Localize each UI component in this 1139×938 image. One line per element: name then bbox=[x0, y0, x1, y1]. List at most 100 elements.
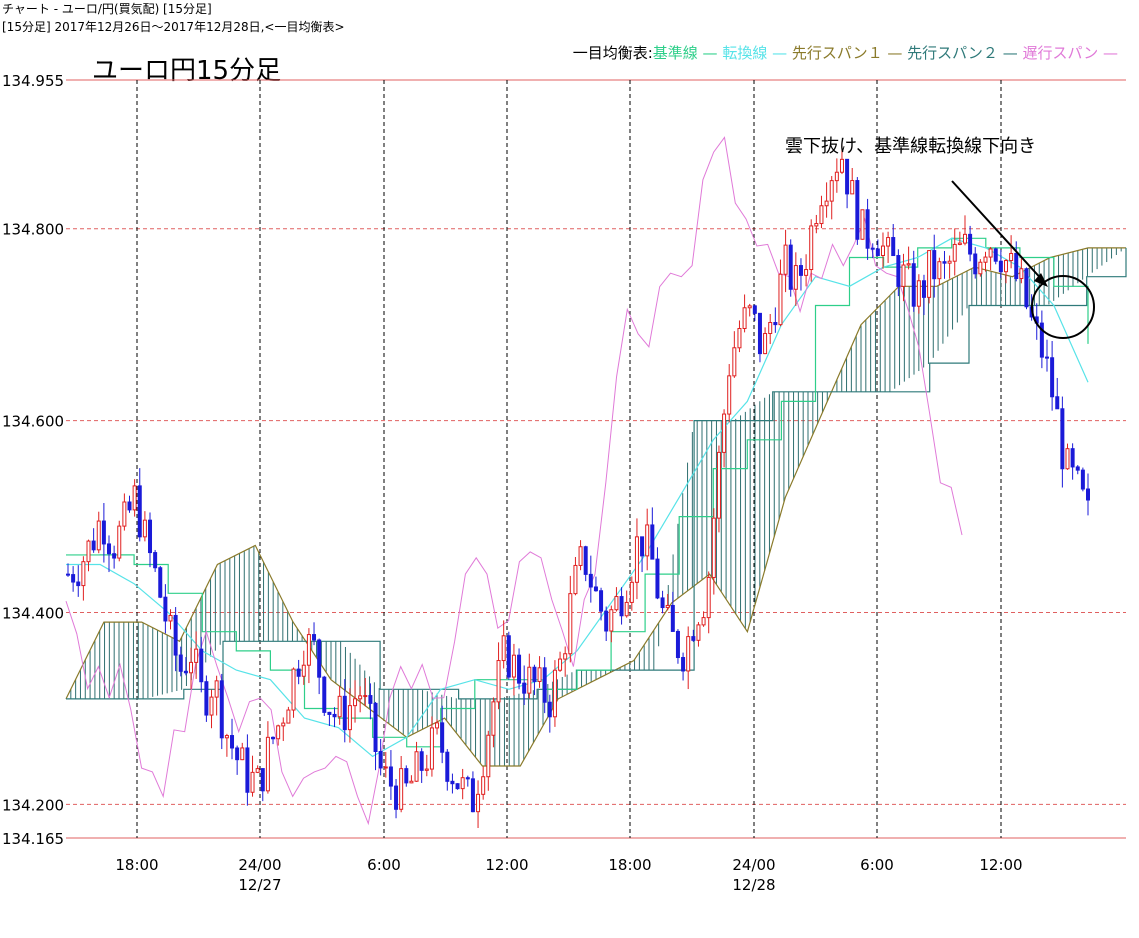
candle-body bbox=[173, 614, 178, 656]
axis-labels: 134.955 134.800 134.600 134.400 134.200 134.1… bbox=[2, 72, 1023, 894]
candle-body bbox=[578, 546, 583, 566]
candle-body bbox=[460, 777, 465, 790]
candle-body bbox=[424, 768, 429, 771]
chart-title: ユーロ円15分足 bbox=[92, 56, 282, 86]
candle-body bbox=[230, 735, 235, 749]
candle-body bbox=[383, 766, 388, 769]
candle-body bbox=[788, 244, 793, 290]
candle-body bbox=[716, 451, 721, 519]
candle-body bbox=[219, 680, 224, 739]
legend: 一目均衡表:基準線 — 転換線 — 先行スパン１ — 先行スパン２ — 遅行スパ… bbox=[573, 44, 1118, 62]
candle-body bbox=[737, 328, 742, 349]
candle-body bbox=[747, 305, 752, 309]
candle-body bbox=[388, 766, 393, 787]
candle-body bbox=[66, 573, 70, 576]
candle-body bbox=[1009, 252, 1014, 262]
candle-body bbox=[957, 242, 962, 245]
candle-body bbox=[286, 709, 291, 724]
candle-body bbox=[686, 636, 691, 672]
candle-body bbox=[993, 248, 998, 262]
candle-body bbox=[117, 525, 122, 559]
candle-body bbox=[1014, 252, 1019, 280]
candle-body bbox=[542, 667, 547, 703]
candle-body bbox=[224, 735, 229, 739]
candle-body bbox=[107, 543, 112, 555]
candle-body bbox=[1044, 356, 1049, 359]
candle-body bbox=[722, 413, 727, 453]
candle-body bbox=[645, 524, 650, 557]
candle-body bbox=[317, 639, 322, 678]
candle-body bbox=[583, 546, 588, 575]
candle-body bbox=[804, 269, 809, 276]
x-tick-label: 24/00 bbox=[732, 856, 775, 874]
candle-body bbox=[465, 777, 470, 780]
legend-entry: 基準線 — bbox=[653, 44, 723, 62]
candle-body bbox=[660, 597, 665, 609]
chart-subtitle: [15分足] 2017年12月26日～2017年12月28日,<一目均衡表> bbox=[2, 20, 345, 34]
candle-body bbox=[399, 768, 404, 810]
candle-body bbox=[711, 517, 716, 578]
senkou-span-1-line bbox=[65, 247, 1126, 767]
candle-body bbox=[260, 768, 265, 792]
x-tick-sublabel: 12/28 bbox=[732, 876, 775, 894]
candle-body bbox=[691, 636, 696, 641]
candle-body bbox=[1019, 268, 1024, 280]
y-tick-label: 134.600 bbox=[2, 413, 64, 431]
candle-body bbox=[865, 209, 870, 249]
window-title: チャート - ユーロ/円(買気配) [15分足] bbox=[2, 2, 212, 16]
candle-body bbox=[527, 666, 532, 694]
candle-body bbox=[896, 255, 901, 287]
candle-body bbox=[886, 237, 891, 247]
candle-body bbox=[476, 793, 481, 813]
candle-body bbox=[378, 750, 383, 769]
candle-body bbox=[291, 668, 296, 711]
candle-body bbox=[445, 751, 450, 782]
candle-body bbox=[968, 233, 973, 255]
candle-body bbox=[1024, 268, 1029, 308]
candle-body bbox=[978, 261, 983, 275]
candle-body bbox=[1055, 396, 1060, 410]
annotation-arrowhead bbox=[1034, 273, 1048, 287]
candlesticks bbox=[66, 143, 1090, 829]
y-tick-label: 134.955 bbox=[2, 72, 64, 90]
annotation: 雲下抜け、基準線転換線下向き bbox=[785, 136, 1095, 339]
candle-body bbox=[814, 223, 819, 227]
candle-body bbox=[573, 564, 578, 595]
candle-body bbox=[701, 617, 706, 626]
candle-body bbox=[593, 586, 598, 592]
candle-body bbox=[932, 250, 937, 280]
candle-body bbox=[81, 561, 86, 587]
candle-body bbox=[875, 248, 880, 256]
candle-body bbox=[850, 180, 855, 195]
candle-body bbox=[142, 519, 147, 538]
candle-body bbox=[183, 670, 188, 674]
candle-body bbox=[1003, 260, 1008, 273]
legend-entry: 先行スパン１ — bbox=[792, 44, 907, 62]
candle-body bbox=[178, 654, 183, 672]
annotation-circle bbox=[1031, 275, 1095, 339]
candle-body bbox=[563, 653, 568, 660]
candle-body bbox=[312, 634, 317, 641]
x-tick-label: 12:00 bbox=[979, 856, 1022, 874]
candle-body bbox=[962, 233, 967, 244]
candle-body bbox=[829, 180, 834, 202]
candle-body bbox=[322, 676, 327, 713]
candle-body bbox=[558, 658, 563, 671]
candle-body bbox=[839, 158, 844, 173]
candle-body bbox=[153, 552, 158, 569]
candle-body bbox=[665, 604, 670, 609]
candle-body bbox=[604, 610, 609, 632]
candle-body bbox=[798, 265, 803, 276]
y-tick-label: 134.400 bbox=[2, 605, 64, 623]
candle-body bbox=[373, 702, 378, 752]
candle-body bbox=[778, 273, 783, 326]
candle-body bbox=[440, 722, 445, 753]
candle-body bbox=[891, 237, 896, 257]
candle-body bbox=[358, 695, 363, 700]
candle-body bbox=[911, 263, 916, 307]
candle-body bbox=[327, 711, 332, 715]
candle-body bbox=[194, 648, 199, 663]
candle-body bbox=[732, 347, 737, 377]
candle-body bbox=[983, 256, 988, 263]
